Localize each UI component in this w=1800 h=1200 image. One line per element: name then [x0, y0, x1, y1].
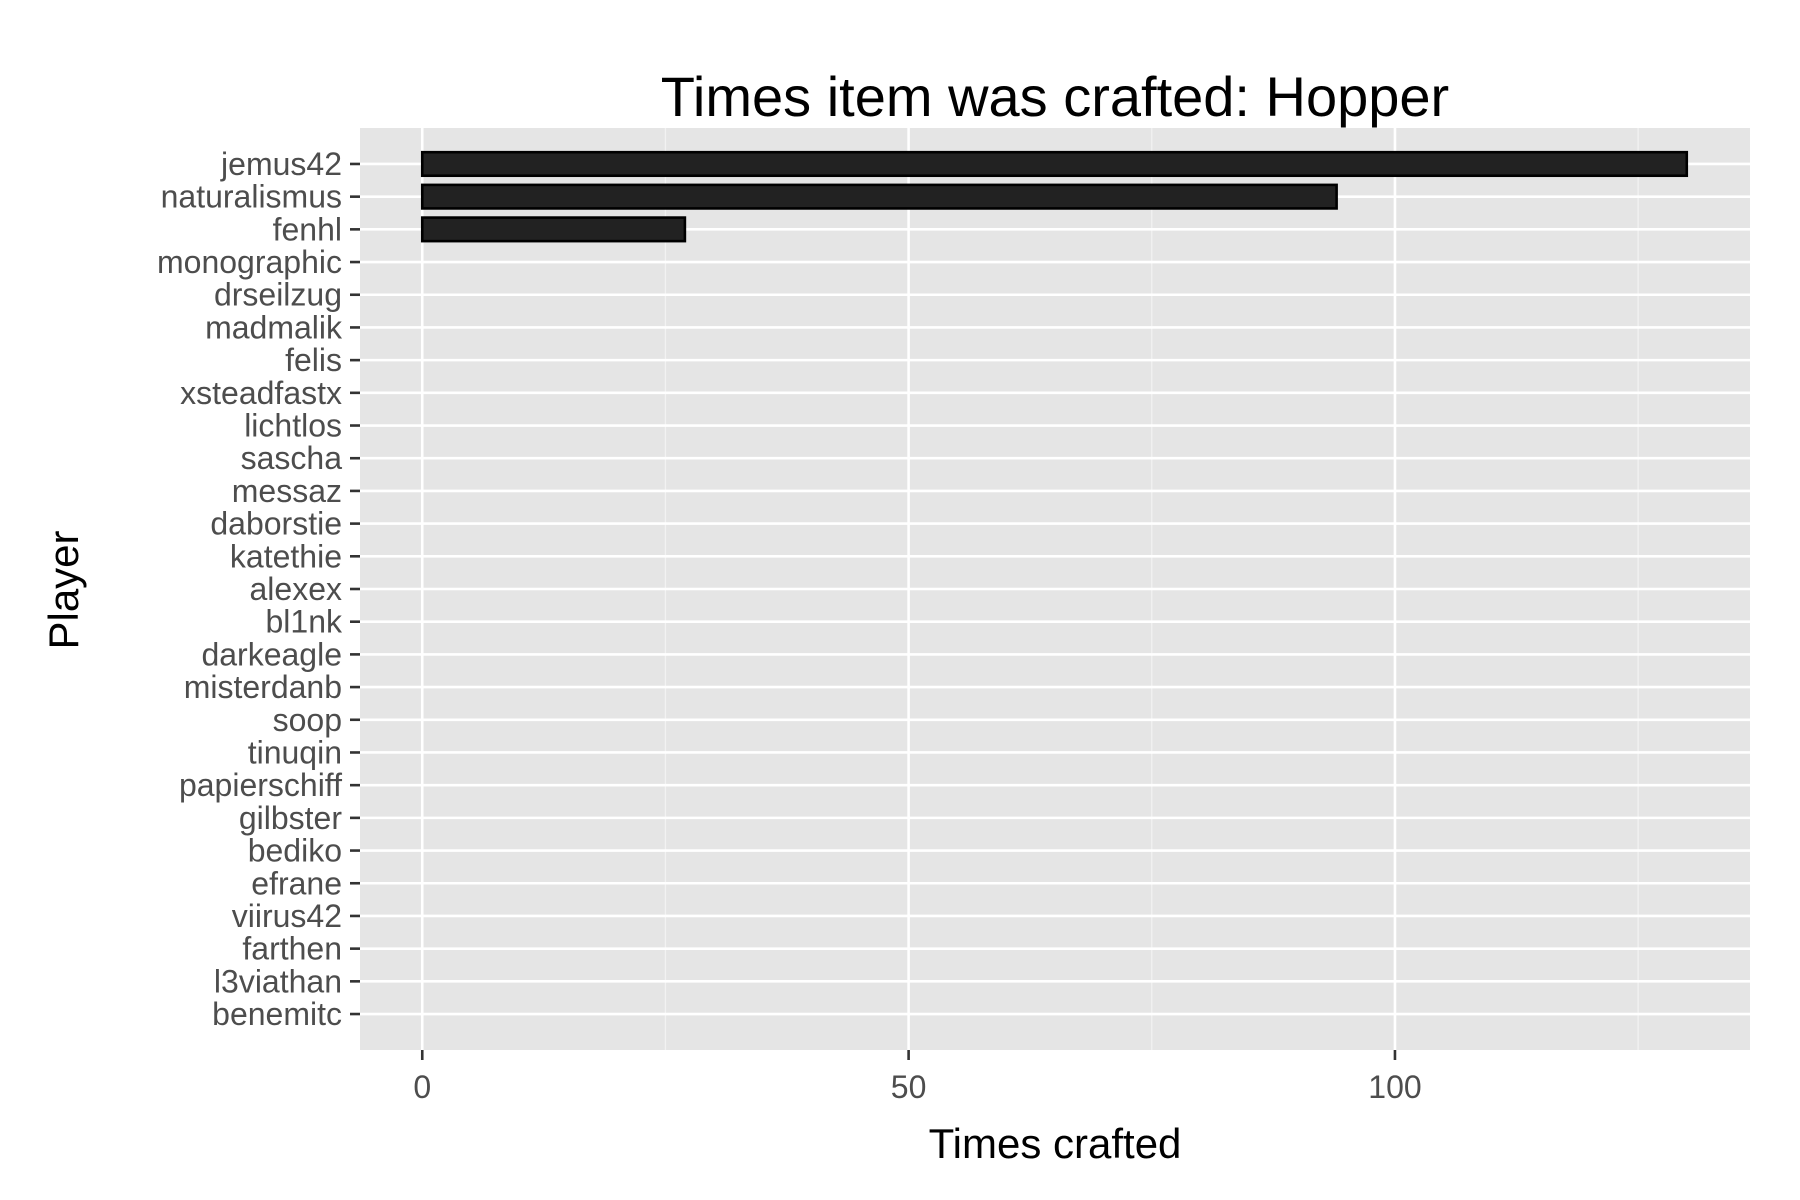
- y-tick-label-bediko: bediko: [248, 833, 342, 869]
- y-tick-label-soop: soop: [273, 702, 342, 738]
- chart-title: Times item was crafted: Hopper: [661, 65, 1449, 128]
- y-tick-label-gilbster: gilbster: [239, 800, 343, 836]
- y-tick-label-sascha: sascha: [241, 440, 343, 476]
- y-tick-label-messaz: messaz: [232, 473, 342, 509]
- y-tick-label-felis: felis: [285, 342, 342, 378]
- y-axis-title: Player: [40, 530, 87, 649]
- y-tick-label-xsteadfastx: xsteadfastx: [180, 375, 342, 411]
- y-tick-label-tinuqin: tinuqin: [248, 734, 342, 770]
- y-tick-label-katethie: katethie: [230, 538, 342, 574]
- bar-naturalismus: [420, 183, 1338, 210]
- x-tick-label-1: 50: [891, 1069, 927, 1105]
- y-tick-label-fenhl: fenhl: [273, 211, 342, 247]
- x-tick-label-2: 100: [1368, 1069, 1421, 1105]
- y-tick-label-monographic: monographic: [157, 244, 342, 280]
- y-tick-label-naturalismus: naturalismus: [161, 179, 342, 215]
- y-tick-label-misterdanb: misterdanb: [184, 669, 342, 705]
- y-tick-label-efrane: efrane: [251, 865, 342, 901]
- y-tick-label-l3viathan: l3viathan: [214, 963, 342, 999]
- y-tick-label-lichtlos: lichtlos: [244, 408, 342, 444]
- y-tick-label-jemus42: jemus42: [220, 146, 342, 182]
- y-tick-label-daborstie: daborstie: [210, 506, 342, 542]
- y-tick-label-madmalik: madmalik: [205, 309, 343, 345]
- y-axis: jemus42naturalismusfenhlmonographicdrsei…: [157, 146, 360, 1032]
- bar-jemus42: [420, 150, 1689, 178]
- x-axis: 0 50 100: [413, 1050, 1422, 1105]
- x-axis-title: Times crafted: [929, 1120, 1182, 1167]
- y-tick-label-alexex: alexex: [250, 571, 343, 607]
- y-tick-label-benemitc: benemitc: [212, 996, 342, 1032]
- y-tick-label-darkeagle: darkeagle: [201, 636, 342, 672]
- y-tick-label-papierschiff: papierschiff: [179, 767, 342, 803]
- bars: [420, 150, 1689, 243]
- y-tick-label-drseilzug: drseilzug: [214, 277, 342, 313]
- y-tick-label-farthen: farthen: [242, 931, 342, 967]
- bar-fenhl: [420, 216, 687, 243]
- y-tick-label-bl1nk: bl1nk: [266, 604, 344, 640]
- y-tick-label-viirus42: viirus42: [232, 898, 342, 934]
- x-tick-label-0: 0: [413, 1069, 431, 1105]
